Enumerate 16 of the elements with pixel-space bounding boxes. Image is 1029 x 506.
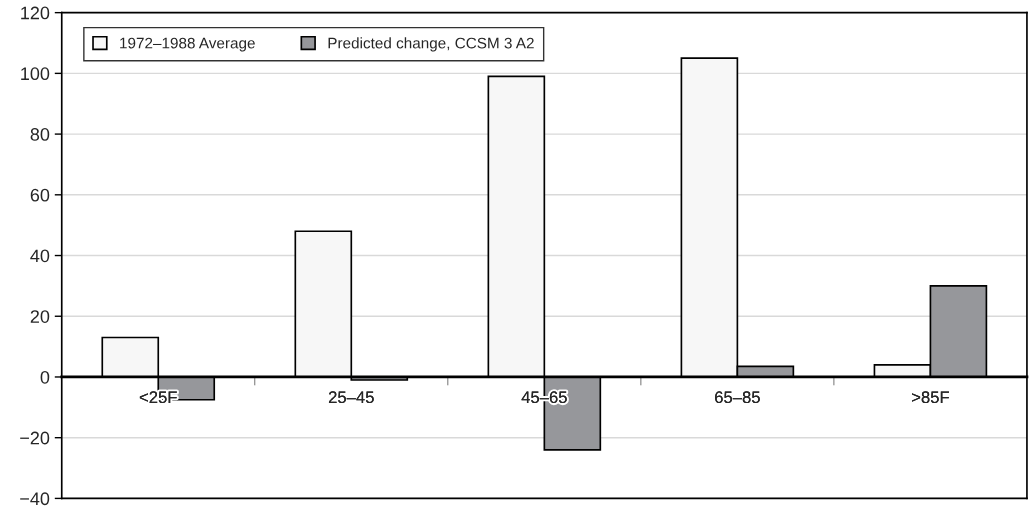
y-tick-label: −40	[20, 492, 50, 506]
y-tick-label: 20	[30, 310, 50, 323]
y-tick-label: 120	[21, 6, 50, 20]
x-tick-label: 45–65	[521, 391, 567, 404]
legend-label: Predicted change, CCSM 3 A2	[328, 37, 534, 52]
x-tick-label: 25–45	[328, 391, 374, 404]
y-tick-label: 0	[40, 370, 50, 384]
y-tick-label: −20	[20, 431, 50, 445]
x-tick-label: <25F	[139, 391, 177, 404]
x-tick-label: >85F	[912, 391, 949, 404]
y-tick-label: 40	[30, 249, 50, 263]
legend-label: 1972–1988 Average	[120, 37, 255, 52]
y-tick-label: 100	[21, 67, 50, 81]
x-tick-label: 65–85	[715, 391, 760, 404]
y-tick-label: 80	[30, 128, 50, 141]
y-tick-label: 60	[30, 188, 50, 202]
